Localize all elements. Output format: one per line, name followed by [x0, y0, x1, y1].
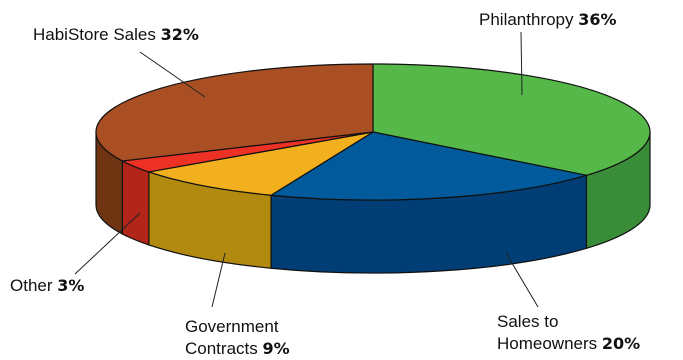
label-percent-philanthropy: 36% [578, 10, 616, 29]
leader-sales-to-homeowners [505, 252, 539, 308]
label-percent-government-contracts: 9% [262, 339, 289, 358]
leader-philanthropy [520, 31, 523, 96]
label-text-government-contracts-0: Government [185, 317, 279, 336]
label-text-sales-to-homeowners-0: Sales to [497, 312, 558, 331]
slice-government-contracts [148, 131, 374, 196]
label-text-habistore-sales-0: HabiStore Sales [33, 25, 161, 44]
slice-sales-to-homeowners [270, 131, 588, 201]
label-percent-habistore-sales: 32% [161, 25, 199, 44]
slice-habistore-sales [95, 63, 374, 162]
label-habistore-sales: HabiStore Sales 32% [33, 25, 199, 44]
pie-sides [95, 131, 651, 274]
pie-tops [95, 63, 651, 201]
label-other: Other 3% [10, 276, 84, 295]
label-text-philanthropy-0: Philanthropy [479, 10, 578, 29]
leader-government-contracts [211, 252, 226, 308]
leader-habistore-sales [139, 51, 206, 98]
label-sales-to-homeowners: Sales to Homeowners 20% [497, 312, 640, 353]
label-percent-other: 3% [57, 276, 84, 295]
label-government-contracts: Government Contracts 9% [185, 317, 290, 358]
leader-other [74, 212, 141, 275]
label-text-government-contracts-1: Contracts [185, 339, 262, 358]
label-philanthropy: Philanthropy 36% [479, 10, 617, 29]
label-percent-sales-to-homeowners: 20% [602, 334, 640, 353]
pie-labels: Philanthropy 36% Sales to Homeowners 20% Go… [10, 10, 640, 358]
slice-philanthropy [372, 63, 651, 176]
label-text-other-0: Other [10, 276, 57, 295]
label-text-sales-to-homeowners-1: Homeowners [497, 334, 602, 353]
slice-side-other [121, 159, 150, 246]
